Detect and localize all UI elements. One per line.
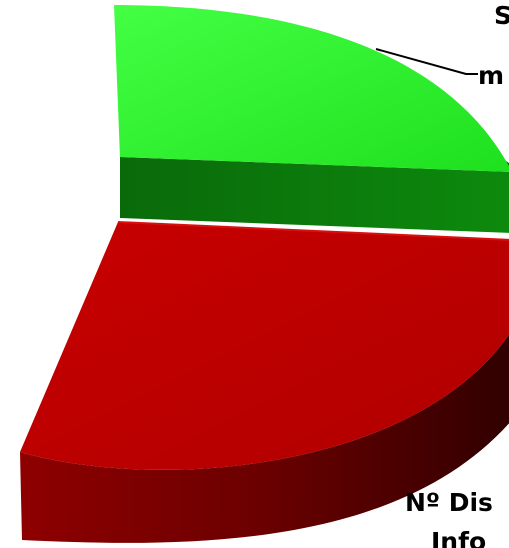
green-slice-side xyxy=(120,157,509,233)
pie-slice-green xyxy=(114,5,509,233)
label-green-line1: S xyxy=(494,1,509,30)
label-red-line2: Info xyxy=(431,527,486,548)
label-red-line1: Nº Dis xyxy=(405,488,493,517)
red-slice-rim xyxy=(20,334,509,543)
pie-slice-red xyxy=(20,221,509,543)
label-green-line2: m xyxy=(478,61,504,90)
red-slice-edge xyxy=(117,221,509,241)
leader-line-green xyxy=(375,48,478,75)
green-slice-face xyxy=(114,5,509,172)
red-slice-face xyxy=(20,222,509,470)
